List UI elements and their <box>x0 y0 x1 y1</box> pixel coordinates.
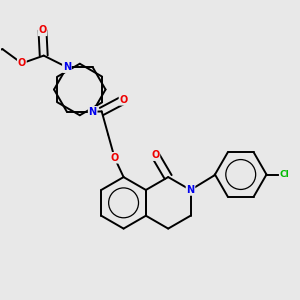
Text: O: O <box>38 26 46 35</box>
Text: O: O <box>151 150 159 160</box>
Text: O: O <box>119 95 128 105</box>
Text: N: N <box>186 185 195 195</box>
Text: N: N <box>88 107 97 117</box>
Text: Cl: Cl <box>280 170 290 179</box>
Text: O: O <box>110 153 119 163</box>
Text: O: O <box>18 58 26 68</box>
Text: N: N <box>63 62 71 72</box>
